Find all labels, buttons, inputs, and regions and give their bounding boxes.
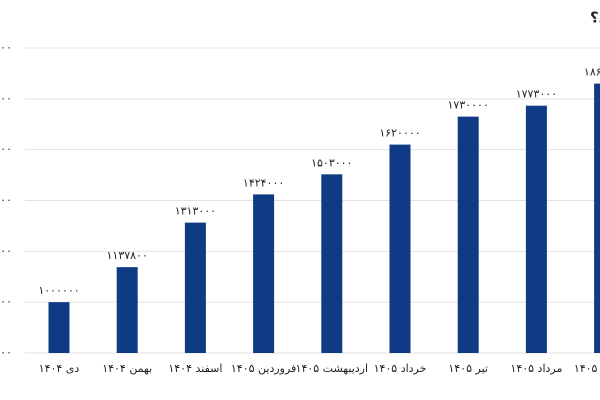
bar [116, 267, 138, 353]
y-tick-label: ۱۴۰۰۰۰۰ [0, 194, 12, 207]
bar [525, 105, 547, 353]
y-tick-label: ۱۸۰۰۰۰۰ [0, 92, 12, 105]
bar [321, 174, 343, 353]
bar [389, 144, 411, 353]
value-label: ۱۱۳۷۸۰۰ [107, 249, 148, 262]
value-label: ۱۴۲۴۰۰۰ [243, 176, 284, 189]
x-tick-label: بهمن ۱۴۰۴ [102, 362, 152, 375]
y-tick-label: ۱۲۰۰۰۰۰ [0, 244, 12, 257]
x-tick-label: اسفند ۱۴۰۴ [168, 362, 222, 375]
x-tick-label: تیر ۱۴۰۵ [448, 362, 488, 375]
value-label: ۱۵۰۳۰۰۰ [311, 156, 352, 169]
y-tick-label: ۱۰۰۰۰۰۰ [0, 295, 12, 308]
bar [457, 116, 479, 353]
x-tick-label: دی ۱۴۰۴ [39, 362, 80, 375]
value-label: ۱۰۰۰۰۰۰ [38, 284, 79, 297]
bar [48, 302, 70, 353]
bar [594, 83, 600, 353]
x-tick-label: اردیبهشت ۱۴۰۵ [296, 362, 368, 375]
y-tick-label: ۸۰۰۰۰۰ [0, 346, 12, 359]
bar [253, 194, 275, 353]
value-label: ۱۷۳۰۰۰۰ [448, 99, 489, 112]
x-tick-label: خرداد ۱۴۰۵ [374, 362, 427, 375]
x-tick-label: شهریور ۱۴۰۵ [574, 362, 600, 375]
x-tick-label: فروردین ۱۴۰۵ [231, 362, 296, 375]
y-tick-label: ۱۶۰۰۰۰۰ [0, 143, 12, 156]
y-tick-label: ۲۰۰۰۰۰۰ [0, 41, 12, 54]
bar [184, 222, 206, 353]
value-label: ۱۸۶۰۰۰۰ [584, 66, 600, 79]
value-label: ۱۷۷۳۰۰۰ [516, 88, 557, 101]
value-label: ۱۳۱۳۰۰۰ [175, 205, 216, 218]
value-label: ۱۶۲۰۰۰۰ [379, 127, 420, 140]
chart-title: اگر کالابرگ همگام با تورم خوراکی تعدیل م… [590, 9, 600, 28]
x-tick-label: مرداد ۱۴۰۵ [510, 362, 562, 375]
